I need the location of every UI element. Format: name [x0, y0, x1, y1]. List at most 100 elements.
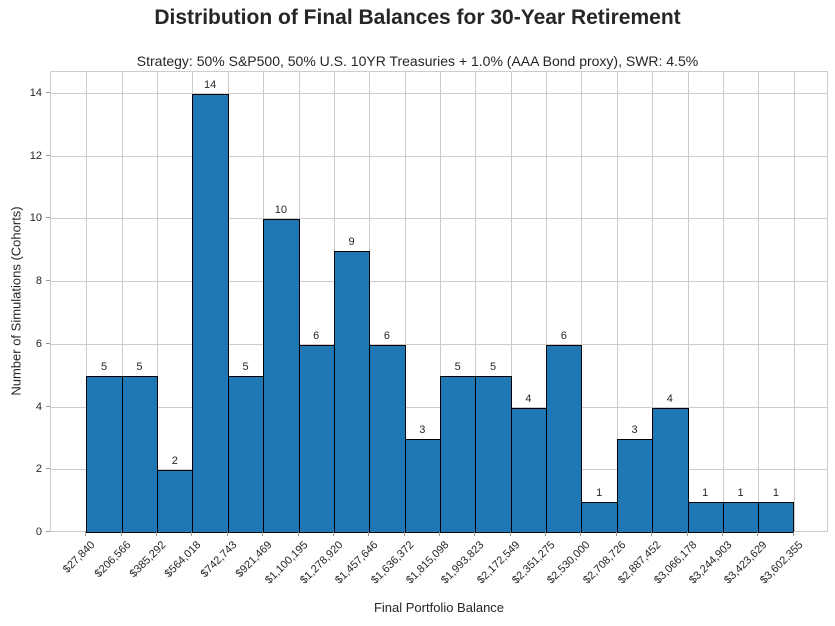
histogram-bar: [369, 344, 406, 533]
x-tick-mark: [615, 532, 617, 536]
histogram-bar: [404, 438, 441, 533]
bar-value-label: 14: [204, 78, 217, 91]
x-gridline: [440, 72, 441, 531]
x-tick-label: $742,743: [198, 539, 240, 580]
bar-value-label: 4: [525, 392, 532, 405]
chart-title: Distribution of Final Balances for 30-Ye…: [154, 6, 681, 29]
y-tick-mark: [46, 405, 50, 407]
y-tick-label: 0: [35, 526, 42, 538]
y-gridline: [51, 406, 827, 408]
y-tick-label: 14: [29, 86, 42, 99]
histogram-bar: [227, 376, 265, 533]
y-gridline: [51, 343, 827, 345]
bar-value-label: 9: [348, 235, 355, 248]
x-gridline: [121, 72, 123, 531]
x-gridline: [722, 72, 724, 531]
x-gridline: [546, 72, 548, 531]
chart-subtitle: Strategy: 50% S&P500, 50% U.S. 10YR Trea…: [136, 53, 699, 69]
x-tick-mark: [474, 532, 476, 536]
bar-value-label: 3: [631, 423, 638, 436]
histogram-bar: [86, 376, 123, 533]
x-tick-mark: [651, 532, 653, 536]
x-tick-mark: [757, 532, 759, 536]
bar-value-label: 2: [171, 455, 178, 468]
x-gridline: [510, 72, 512, 531]
x-tick-mark: [509, 532, 511, 536]
bar-value-label: 1: [737, 486, 744, 499]
histogram-bar: [616, 438, 654, 533]
histogram-bar: [758, 501, 794, 533]
x-tick-label: $385,292: [127, 539, 169, 580]
y-axis-title: Number of Simulations (Cohorts): [8, 206, 24, 396]
y-gridline: [51, 92, 827, 94]
bar-value-label: 3: [419, 423, 426, 436]
x-gridline: [404, 72, 406, 531]
bar-value-label: 1: [596, 486, 603, 499]
x-tick-label: $206,566: [92, 539, 134, 580]
y-gridline: [51, 281, 827, 283]
x-gridline: [793, 72, 795, 531]
x-tick-mark: [792, 532, 794, 536]
bar-value-label: 5: [136, 361, 143, 374]
histogram-bar: [510, 407, 548, 533]
x-tick-mark: [721, 532, 723, 536]
histogram-bar: [263, 219, 300, 533]
y-tick-label: 8: [35, 275, 42, 288]
plot-area: 5 5 2 14 5 10 6 9 6 3 5 5 4 6 1 3 4 1 1 1: [50, 71, 828, 533]
y-tick-mark: [46, 468, 50, 470]
x-gridline: [616, 72, 618, 531]
histogram-bar: [475, 376, 512, 533]
histogram-bar: [121, 376, 159, 533]
x-gridline: [581, 72, 583, 531]
y-tick-label: 12: [29, 149, 42, 162]
y-tick-mark: [46, 217, 50, 219]
bar-value-label: 1: [702, 486, 709, 499]
x-gridline: [758, 72, 760, 531]
y-tick-label: 6: [35, 337, 42, 350]
x-gridline: [475, 72, 477, 531]
bar-value-label: 10: [274, 204, 287, 217]
histogram-bar: [440, 376, 477, 533]
x-axis-title: Final Portfolio Balance: [373, 600, 505, 615]
histogram-bar: [298, 344, 335, 533]
bar-value-label: 6: [383, 329, 391, 342]
x-tick-label: $564,018: [163, 539, 204, 580]
histogram-bar: [581, 501, 618, 533]
x-tick-mark: [226, 532, 228, 536]
bar-value-label: 5: [489, 361, 497, 374]
x-tick-mark: [580, 532, 582, 536]
x-gridline: [157, 72, 159, 531]
histogram-bar: [652, 407, 689, 533]
histogram-bar: [157, 470, 194, 533]
histogram-bar: [333, 250, 371, 533]
y-tick-mark: [46, 531, 50, 532]
y-tick-mark: [46, 342, 50, 344]
x-tick-mark: [191, 532, 193, 536]
x-tick-mark: [545, 532, 547, 536]
x-tick-mark: [686, 532, 688, 536]
histogram-bar: [546, 344, 583, 533]
bar-value-label: 5: [242, 361, 249, 374]
y-tick-label: 2: [35, 463, 42, 476]
x-gridline: [652, 72, 654, 531]
bar-value-label: 6: [560, 329, 567, 342]
histogram-bar: [687, 501, 724, 533]
histogram-bar: [192, 93, 229, 533]
y-tick-mark: [46, 154, 50, 156]
bar-value-label: 6: [313, 329, 320, 342]
bar-value-label: 1: [772, 486, 780, 499]
x-tick-mark: [156, 532, 158, 536]
x-tick-mark: [403, 532, 405, 536]
x-tick-mark: [368, 532, 370, 536]
y-tick-mark: [46, 91, 50, 93]
x-tick-mark: [120, 532, 122, 536]
x-tick-mark: [297, 532, 299, 536]
histogram-bar: [722, 501, 760, 533]
bar-value-label: 5: [454, 361, 461, 374]
bar-value-label: 5: [100, 361, 108, 374]
x-tick-mark: [439, 532, 440, 536]
bar-value-label: 4: [666, 392, 673, 405]
x-tick-mark: [85, 532, 87, 536]
y-tick-label: 10: [29, 212, 42, 225]
